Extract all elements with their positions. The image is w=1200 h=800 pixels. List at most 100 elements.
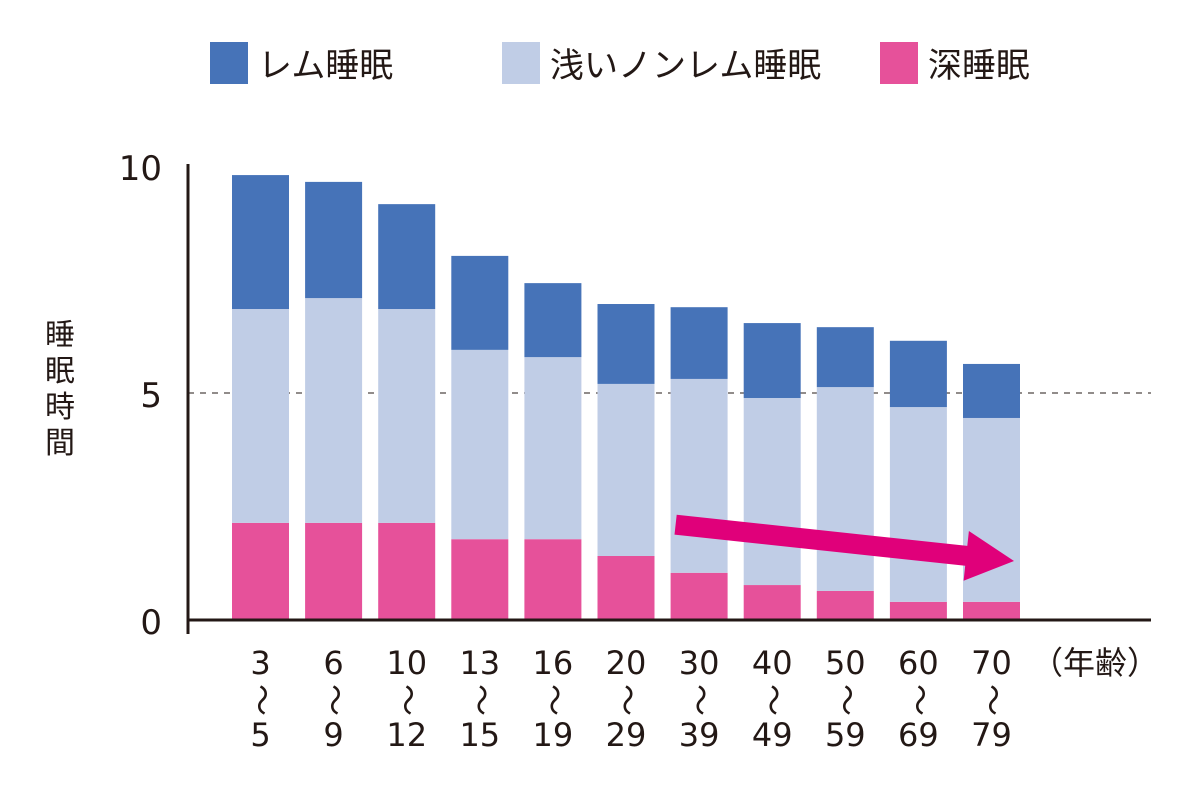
bar-stack (597, 304, 655, 620)
x-tick-to: 15 (459, 716, 500, 754)
bar-stack (816, 327, 874, 620)
x-tick-label: 20～29 (606, 644, 647, 754)
x-tick-to: 39 (679, 716, 720, 754)
bar-segment (816, 387, 874, 591)
annotations (674, 514, 1014, 581)
bar-segment (232, 522, 289, 620)
y-tick-label: 5 (140, 376, 162, 416)
bar-segment (305, 181, 363, 299)
bar-segment (889, 407, 947, 602)
bar-stack (670, 307, 728, 620)
x-tick-to: 29 (606, 716, 647, 754)
y-axis-label-char: 間 (45, 426, 75, 461)
axes (186, 164, 1151, 634)
bar-segment (378, 309, 436, 523)
x-tick-label: 16～19 (533, 644, 574, 754)
bar-segment (816, 327, 874, 388)
legend-swatch (880, 42, 918, 84)
y-axis-label-char: 睡 (45, 318, 75, 353)
x-tick-from: 30 (679, 644, 720, 682)
bar-segment (889, 340, 947, 408)
legend: レム睡眠 浅いノンレム睡眠 深睡眠 (210, 42, 1030, 86)
x-tick-from: 13 (459, 644, 500, 682)
bar-segment (670, 378, 728, 573)
bar-segment (597, 304, 655, 384)
bars (232, 175, 1020, 620)
bar-segment (232, 309, 289, 523)
bar-stack (451, 255, 509, 620)
bar-stack (743, 323, 801, 620)
bar-segment (232, 175, 289, 310)
bar-segment (743, 397, 801, 586)
legend-item: レム睡眠 (210, 42, 393, 86)
bar-segment (451, 539, 509, 620)
trend-arrow (674, 514, 1014, 581)
x-tick-to: 59 (825, 716, 866, 754)
legend-swatch (210, 42, 248, 84)
x-tick-label: 30～39 (679, 644, 720, 754)
x-tick-separator: ～ (389, 684, 427, 716)
x-axis-label: （年齢） (1031, 644, 1159, 682)
x-tick-from: 3 (250, 644, 270, 682)
x-tick-separator: ～ (316, 684, 354, 716)
x-tick-from: 60 (898, 644, 939, 682)
x-tick-from: 50 (825, 644, 866, 682)
legend-label: レム睡眠 (258, 46, 393, 86)
y-tick-labels: 0 5 10 (119, 149, 162, 643)
bar-segment (524, 283, 582, 358)
bar-segment (816, 590, 874, 620)
bar-segment (378, 204, 436, 310)
x-tick-separator: ～ (535, 684, 573, 716)
legend-label: 浅いノンレム睡眠 (550, 46, 821, 86)
bar-segment (305, 298, 363, 523)
x-tick-separator: ～ (608, 684, 646, 716)
x-tick-from: 16 (533, 644, 574, 682)
bar-segment (305, 522, 363, 620)
bar-segment (963, 363, 1020, 418)
x-tick-labels: 3～56～910～1213～1516～1920～2930～3940～4950～5… (243, 644, 1012, 754)
x-tick-from: 6 (323, 644, 343, 682)
legend-item: 浅いノンレム睡眠 (502, 42, 821, 86)
bar-stack (232, 175, 289, 620)
bar-segment (963, 601, 1020, 620)
x-tick-separator: ～ (462, 684, 500, 716)
y-axis-label-char: 時 (45, 390, 75, 425)
x-tick-separator: ～ (681, 684, 719, 716)
x-tick-from: 40 (752, 644, 793, 682)
x-tick-label: 70～79 (971, 644, 1012, 754)
bar-segment (524, 357, 582, 540)
x-tick-label: 40～49 (752, 644, 793, 754)
bar-stack (524, 283, 582, 620)
x-tick-to: 69 (898, 716, 939, 754)
bar-segment (670, 572, 728, 620)
bar-segment (597, 383, 655, 556)
y-tick-label: 10 (119, 149, 162, 189)
bar-stack (889, 340, 947, 620)
x-tick-from: 10 (386, 644, 427, 682)
x-tick-label: 10～12 (386, 644, 427, 754)
bar-segment (670, 307, 728, 379)
x-tick-label: 13～15 (459, 644, 500, 754)
bar-segment (889, 601, 947, 620)
x-tick-separator: ～ (900, 684, 938, 716)
legend-swatch (502, 42, 540, 84)
x-tick-to: 12 (386, 716, 427, 754)
bar-segment (743, 323, 801, 398)
bar-segment (743, 585, 801, 620)
legend-label: 深睡眠 (928, 46, 1030, 86)
bar-stack (378, 204, 436, 620)
x-tick-separator: ～ (754, 684, 792, 716)
bar-stack (963, 363, 1020, 620)
y-axis-label-char: 眠 (45, 354, 75, 389)
bar-segment (597, 555, 655, 620)
bar-segment (378, 522, 436, 620)
x-tick-from: 20 (606, 644, 647, 682)
x-tick-separator: ～ (827, 684, 865, 716)
x-tick-to: 19 (533, 716, 574, 754)
x-tick-to: 49 (752, 716, 793, 754)
bar-segment (451, 349, 509, 540)
x-tick-to: 5 (250, 716, 270, 754)
x-tick-separator: ～ (243, 684, 281, 716)
